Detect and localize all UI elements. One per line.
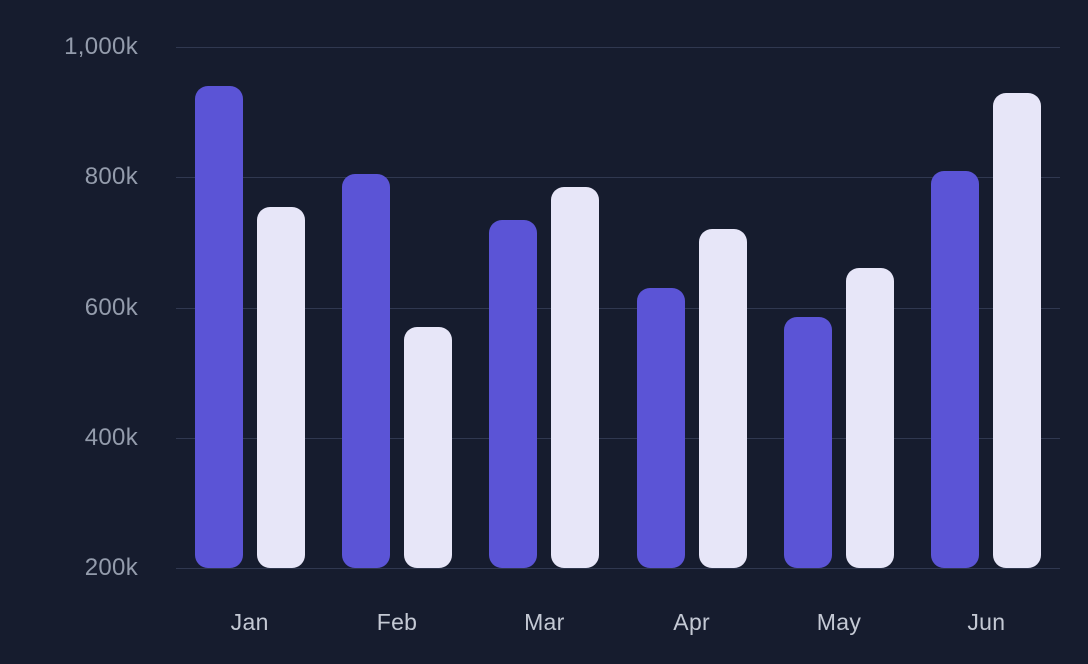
y-tick-label: 200k — [84, 554, 138, 581]
bar-group-mar — [471, 47, 618, 568]
bar-secondary-jun[interactable] — [993, 92, 1042, 568]
y-tick-label: 1,000k — [64, 33, 138, 60]
gridline — [176, 47, 1060, 48]
x-axis-label-mar: Mar — [524, 609, 565, 635]
bar-secondary-feb[interactable] — [403, 327, 452, 568]
x-axis-label-feb: Feb — [376, 609, 418, 635]
y-tick-label: 800k — [84, 163, 138, 191]
bar-groups — [176, 47, 1060, 568]
bar-primary-may[interactable] — [783, 317, 832, 568]
y-tick-label: 600k — [84, 293, 138, 321]
x-axis-label-apr: Apr — [673, 609, 710, 635]
x-axis: Jan Feb Mar Apr May Jun — [176, 609, 1060, 636]
gridline — [176, 437, 1060, 439]
gridline — [176, 568, 1060, 569]
bar-group-feb — [323, 47, 470, 568]
gridline — [176, 307, 1060, 309]
bar-group-jan — [176, 47, 323, 568]
bar-group-apr — [618, 47, 765, 568]
bar-group-may — [765, 47, 912, 568]
bar-group-jun — [913, 47, 1060, 568]
bar-primary-feb[interactable] — [341, 174, 390, 568]
bar-secondary-jan[interactable] — [256, 206, 305, 568]
bar-primary-mar[interactable] — [489, 219, 538, 568]
bar-primary-apr[interactable] — [636, 287, 685, 568]
gridline — [176, 177, 1060, 179]
y-tick-label: 400k — [84, 423, 138, 451]
plot-area — [176, 47, 1060, 569]
bar-secondary-apr[interactable] — [698, 229, 747, 568]
bar-secondary-may[interactable] — [845, 268, 894, 568]
x-axis-label-may: May — [816, 609, 862, 635]
y-axis: 1,000k 800k 600k 400k 200k — [0, 33, 160, 581]
x-axis-label-jan: Jan — [230, 609, 269, 635]
x-axis-label-jun: Jun — [967, 609, 1006, 635]
bar-primary-jun[interactable] — [931, 170, 980, 568]
bar-secondary-mar[interactable] — [551, 187, 600, 568]
bar-primary-jan[interactable] — [194, 86, 243, 568]
